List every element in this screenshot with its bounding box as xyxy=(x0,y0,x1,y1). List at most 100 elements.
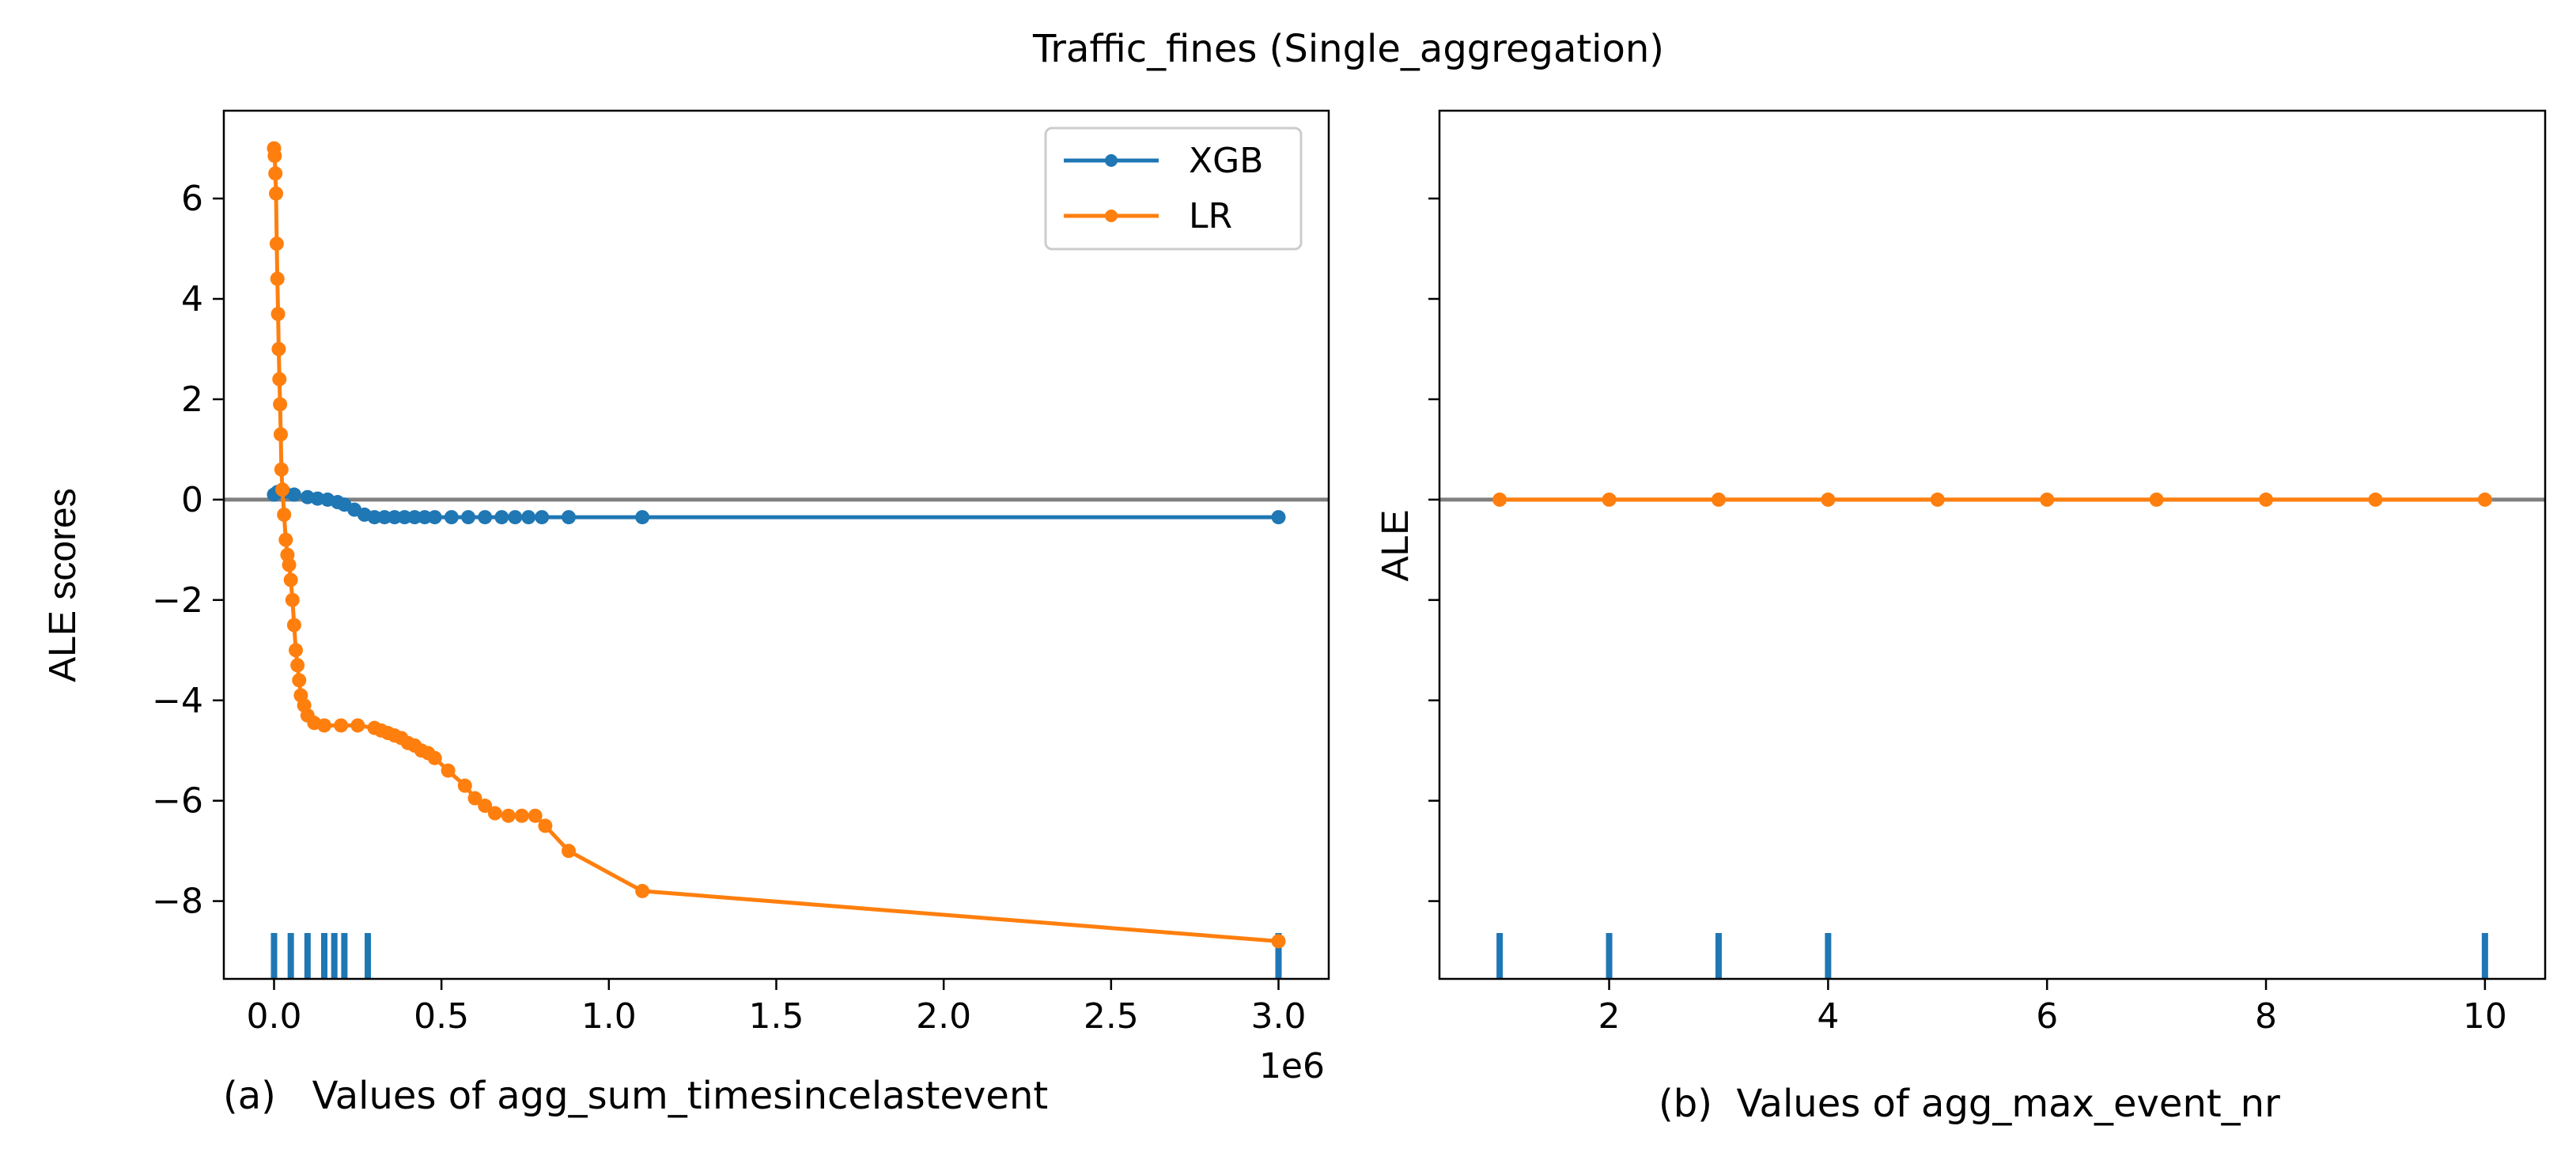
y-tick-label: −8 xyxy=(152,882,203,922)
data-point-lr xyxy=(289,643,304,658)
data-point-lr xyxy=(285,592,300,607)
data-point-lr xyxy=(278,532,293,547)
x-tick-label: 2.0 xyxy=(916,996,971,1037)
y-axis-label: ALE scores xyxy=(42,488,84,682)
x-tick-label: 0.0 xyxy=(247,996,302,1037)
data-point-lr xyxy=(283,572,298,587)
data-point-lr xyxy=(270,307,286,322)
data-point-xgb xyxy=(397,510,412,525)
legend-xgb-marker xyxy=(1105,154,1118,167)
y-axis-label: ALE xyxy=(1375,510,1417,582)
data-point-xgb xyxy=(635,510,650,525)
data-point-lr xyxy=(290,658,305,673)
data-point-lr xyxy=(273,397,288,412)
data-point-lr xyxy=(277,507,292,522)
legend-lr-label: LR xyxy=(1189,196,1232,236)
data-point-lr xyxy=(1821,492,1836,507)
data-point-lr xyxy=(272,372,287,387)
data-point-lr xyxy=(269,236,284,251)
y-tick-label: −6 xyxy=(152,781,203,822)
x-tick-label: 2.5 xyxy=(1084,996,1139,1037)
data-point-lr xyxy=(282,557,297,572)
data-point-xgb xyxy=(461,510,476,525)
x-axis-caption: (a) Values of agg_sum_timesincelastevent xyxy=(223,1074,1048,1118)
x-tick-label: 1.0 xyxy=(581,996,637,1037)
data-point-lr xyxy=(270,271,285,286)
y-tick-label: −4 xyxy=(152,681,203,721)
y-tick-label: 0 xyxy=(181,480,203,520)
data-point-lr xyxy=(292,673,307,688)
data-point-lr xyxy=(538,818,553,833)
x-tick-label: 1.5 xyxy=(749,996,804,1037)
data-point-lr xyxy=(441,763,456,778)
data-point-lr xyxy=(528,808,543,823)
data-point-lr xyxy=(267,149,282,164)
x-tick-label: 0.5 xyxy=(414,996,469,1037)
data-point-xgb xyxy=(521,510,536,525)
data-point-xgb xyxy=(1271,510,1286,525)
y-tick-label: 2 xyxy=(181,380,203,420)
data-point-lr xyxy=(275,482,290,497)
data-point-lr xyxy=(487,806,502,821)
x-tick-label: 4 xyxy=(1817,996,1839,1037)
data-point-lr xyxy=(514,808,529,823)
data-point-lr xyxy=(478,799,493,814)
x-axis-caption: (b) Values of agg_max_event_nr xyxy=(1659,1082,2280,1126)
data-point-lr xyxy=(2040,492,2055,507)
data-point-xgb xyxy=(427,510,442,525)
data-point-xgb xyxy=(444,510,459,525)
y-tick-label: 6 xyxy=(181,179,203,219)
data-point-xgb xyxy=(387,510,402,525)
data-point-lr xyxy=(501,808,516,823)
data-point-lr xyxy=(269,186,284,201)
data-point-lr xyxy=(2368,492,2383,507)
data-point-lr xyxy=(271,342,286,357)
data-point-lr xyxy=(467,791,482,806)
legend: XGB LR xyxy=(1044,127,1303,251)
data-point-lr xyxy=(1602,492,1617,507)
data-point-xgb xyxy=(535,510,550,525)
data-point-xgb xyxy=(407,510,422,525)
data-point-lr xyxy=(1930,492,1945,507)
data-point-lr xyxy=(457,778,472,793)
data-point-xgb xyxy=(494,510,509,525)
data-point-xgb xyxy=(418,510,432,525)
data-point-xgb xyxy=(367,510,382,525)
legend-lr-marker xyxy=(1105,210,1118,222)
data-point-xgb xyxy=(508,510,523,525)
data-point-lr xyxy=(286,618,301,633)
data-point-lr xyxy=(2259,492,2274,507)
x-offset-label: 1e6 xyxy=(1259,1046,1325,1086)
axes-frame xyxy=(1438,109,2547,980)
chart-b: 2 4 6 8 10 ALE (b) Values of agg_max_event_n… xyxy=(1375,109,2547,1126)
data-point-lr xyxy=(274,462,289,477)
data-point-lr xyxy=(334,718,349,733)
data-point-lr xyxy=(1492,492,1507,507)
data-point-lr xyxy=(2149,492,2164,507)
x-tick-label: 8 xyxy=(2255,996,2277,1037)
data-point-lr xyxy=(273,427,288,442)
x-tick-label: 6 xyxy=(2036,996,2058,1037)
x-tick-label: 10 xyxy=(2463,996,2507,1037)
y-tick-label: 4 xyxy=(181,279,203,319)
data-point-lr xyxy=(317,718,331,733)
data-point-lr xyxy=(1271,934,1286,949)
data-point-xgb xyxy=(286,487,301,502)
legend-xgb-label: XGB xyxy=(1189,141,1263,181)
data-point-lr xyxy=(562,844,577,859)
x-tick-label: 3.0 xyxy=(1251,996,1307,1037)
data-point-lr xyxy=(268,166,283,181)
data-point-xgb xyxy=(562,510,577,525)
data-point-lr xyxy=(1711,492,1726,507)
series-line-lr xyxy=(272,148,1279,943)
figure-title: Traffic_fines (Single_aggregation) xyxy=(1032,27,1664,71)
data-point-xgb xyxy=(478,510,493,525)
data-point-lr xyxy=(2477,492,2492,507)
x-tick-label: 2 xyxy=(1598,996,1621,1037)
data-point-lr xyxy=(350,718,365,733)
data-point-lr xyxy=(427,750,442,765)
data-point-xgb xyxy=(377,510,392,525)
chart-a: 0.0 0.5 1.0 1.5 2.0 2.5 3.0 6 4 2 0 −2 −4 −6 −8 1e6 A… xyxy=(42,109,1330,1118)
data-point-lr xyxy=(635,883,650,898)
